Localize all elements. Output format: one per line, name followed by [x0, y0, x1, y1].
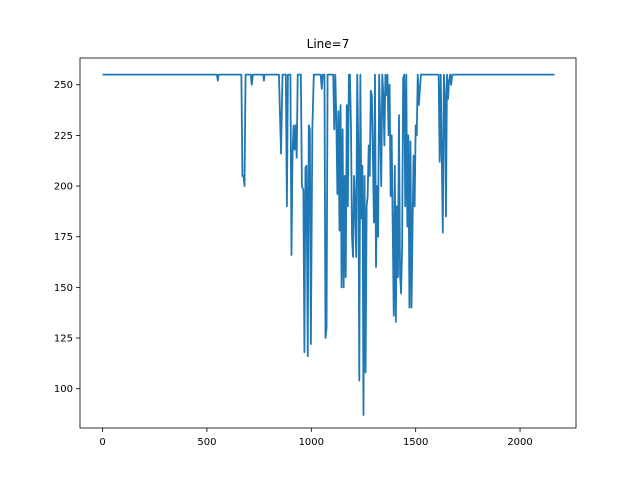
x-axis: 0 500 1000 1500 2000: [99, 428, 533, 448]
y-tick-label: 150: [54, 283, 73, 294]
plot-frame: [79, 57, 577, 429]
x-tick-label: 2000: [507, 437, 532, 448]
y-tick-label: 200: [54, 182, 73, 193]
y-axis: 100 125 150 175 200 225 250: [54, 80, 80, 395]
x-tick-label: 500: [197, 437, 216, 448]
y-tick-label: 225: [54, 131, 73, 142]
series-line: [102, 73, 555, 416]
y-tick-label: 250: [54, 80, 73, 91]
y-tick-label: 100: [54, 384, 73, 395]
x-tick-label: 1500: [403, 437, 428, 448]
chart-title: Line=7: [307, 37, 350, 51]
y-tick-label: 125: [54, 334, 73, 345]
y-tick-label: 175: [54, 232, 73, 243]
x-tick-label: 1000: [299, 437, 324, 448]
x-tick-label: 0: [99, 437, 105, 448]
